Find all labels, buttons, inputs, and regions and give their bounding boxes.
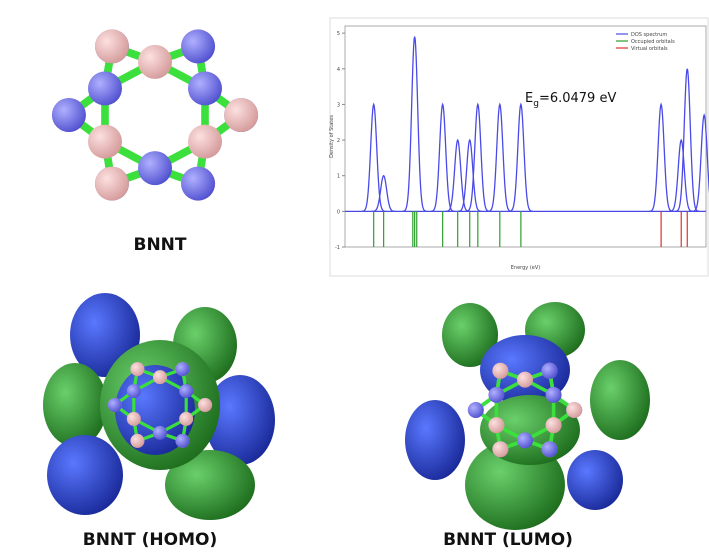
atom: [468, 402, 484, 418]
atom: [108, 398, 122, 412]
y-tick-label: 5: [337, 31, 340, 37]
y-tick-label: -1: [335, 245, 340, 251]
y-tick-label: 1: [337, 174, 340, 180]
atom: [127, 412, 141, 426]
legend-label: Occupied orbitals: [631, 39, 675, 45]
atom: [542, 441, 558, 457]
atom: [52, 98, 86, 132]
atom: [176, 362, 190, 376]
atom: [138, 45, 172, 79]
atom: [179, 412, 193, 426]
atom: [181, 29, 215, 63]
atom: [488, 387, 504, 403]
atom: [488, 417, 504, 433]
atom: [88, 125, 122, 159]
lobe: [47, 435, 123, 515]
label: BNNT: [133, 235, 186, 255]
annotation-part: E: [525, 91, 533, 106]
y-tick-label: 4: [337, 67, 340, 73]
y-tick-label: 3: [337, 102, 340, 108]
legend-label: DOS spectrum: [631, 32, 667, 38]
atom: [138, 151, 172, 185]
atom: [127, 384, 141, 398]
label: BNNT (LUMO): [443, 530, 573, 550]
atom: [176, 434, 190, 448]
y-tick-label: 0: [337, 209, 340, 215]
atom: [153, 370, 167, 384]
lobe: [590, 360, 650, 440]
atom: [517, 432, 533, 448]
label: BNNT (HOMO): [83, 530, 218, 550]
atom: [95, 167, 129, 201]
atom: [130, 434, 144, 448]
y-tick-label: 2: [337, 138, 340, 144]
chart-frame: [330, 18, 708, 276]
atom: [492, 441, 508, 457]
atom: [546, 417, 562, 433]
atom: [542, 363, 558, 379]
atom: [224, 98, 258, 132]
atom: [153, 426, 167, 440]
annotation-part: =6.0479 eV: [539, 91, 617, 106]
atom: [179, 384, 193, 398]
atom: [492, 363, 508, 379]
y-axis-label: Density of States: [329, 115, 335, 158]
lobe: [43, 363, 107, 447]
atom: [95, 29, 129, 63]
legend-label: Virtual orbitals: [631, 46, 668, 52]
figure: -1 0 1 2 3 4 5 Density of States Energy (eV) DOS …: [0, 0, 709, 556]
atom: [546, 387, 562, 403]
lobe: [405, 400, 465, 480]
lobe: [567, 450, 623, 510]
atom: [566, 402, 582, 418]
atom: [198, 398, 212, 412]
atom: [130, 362, 144, 376]
atom: [88, 71, 122, 105]
x-axis-label: Energy (eV): [511, 265, 541, 271]
atom: [188, 125, 222, 159]
atom: [188, 71, 222, 105]
atom: [181, 167, 215, 201]
atom: [517, 372, 533, 388]
